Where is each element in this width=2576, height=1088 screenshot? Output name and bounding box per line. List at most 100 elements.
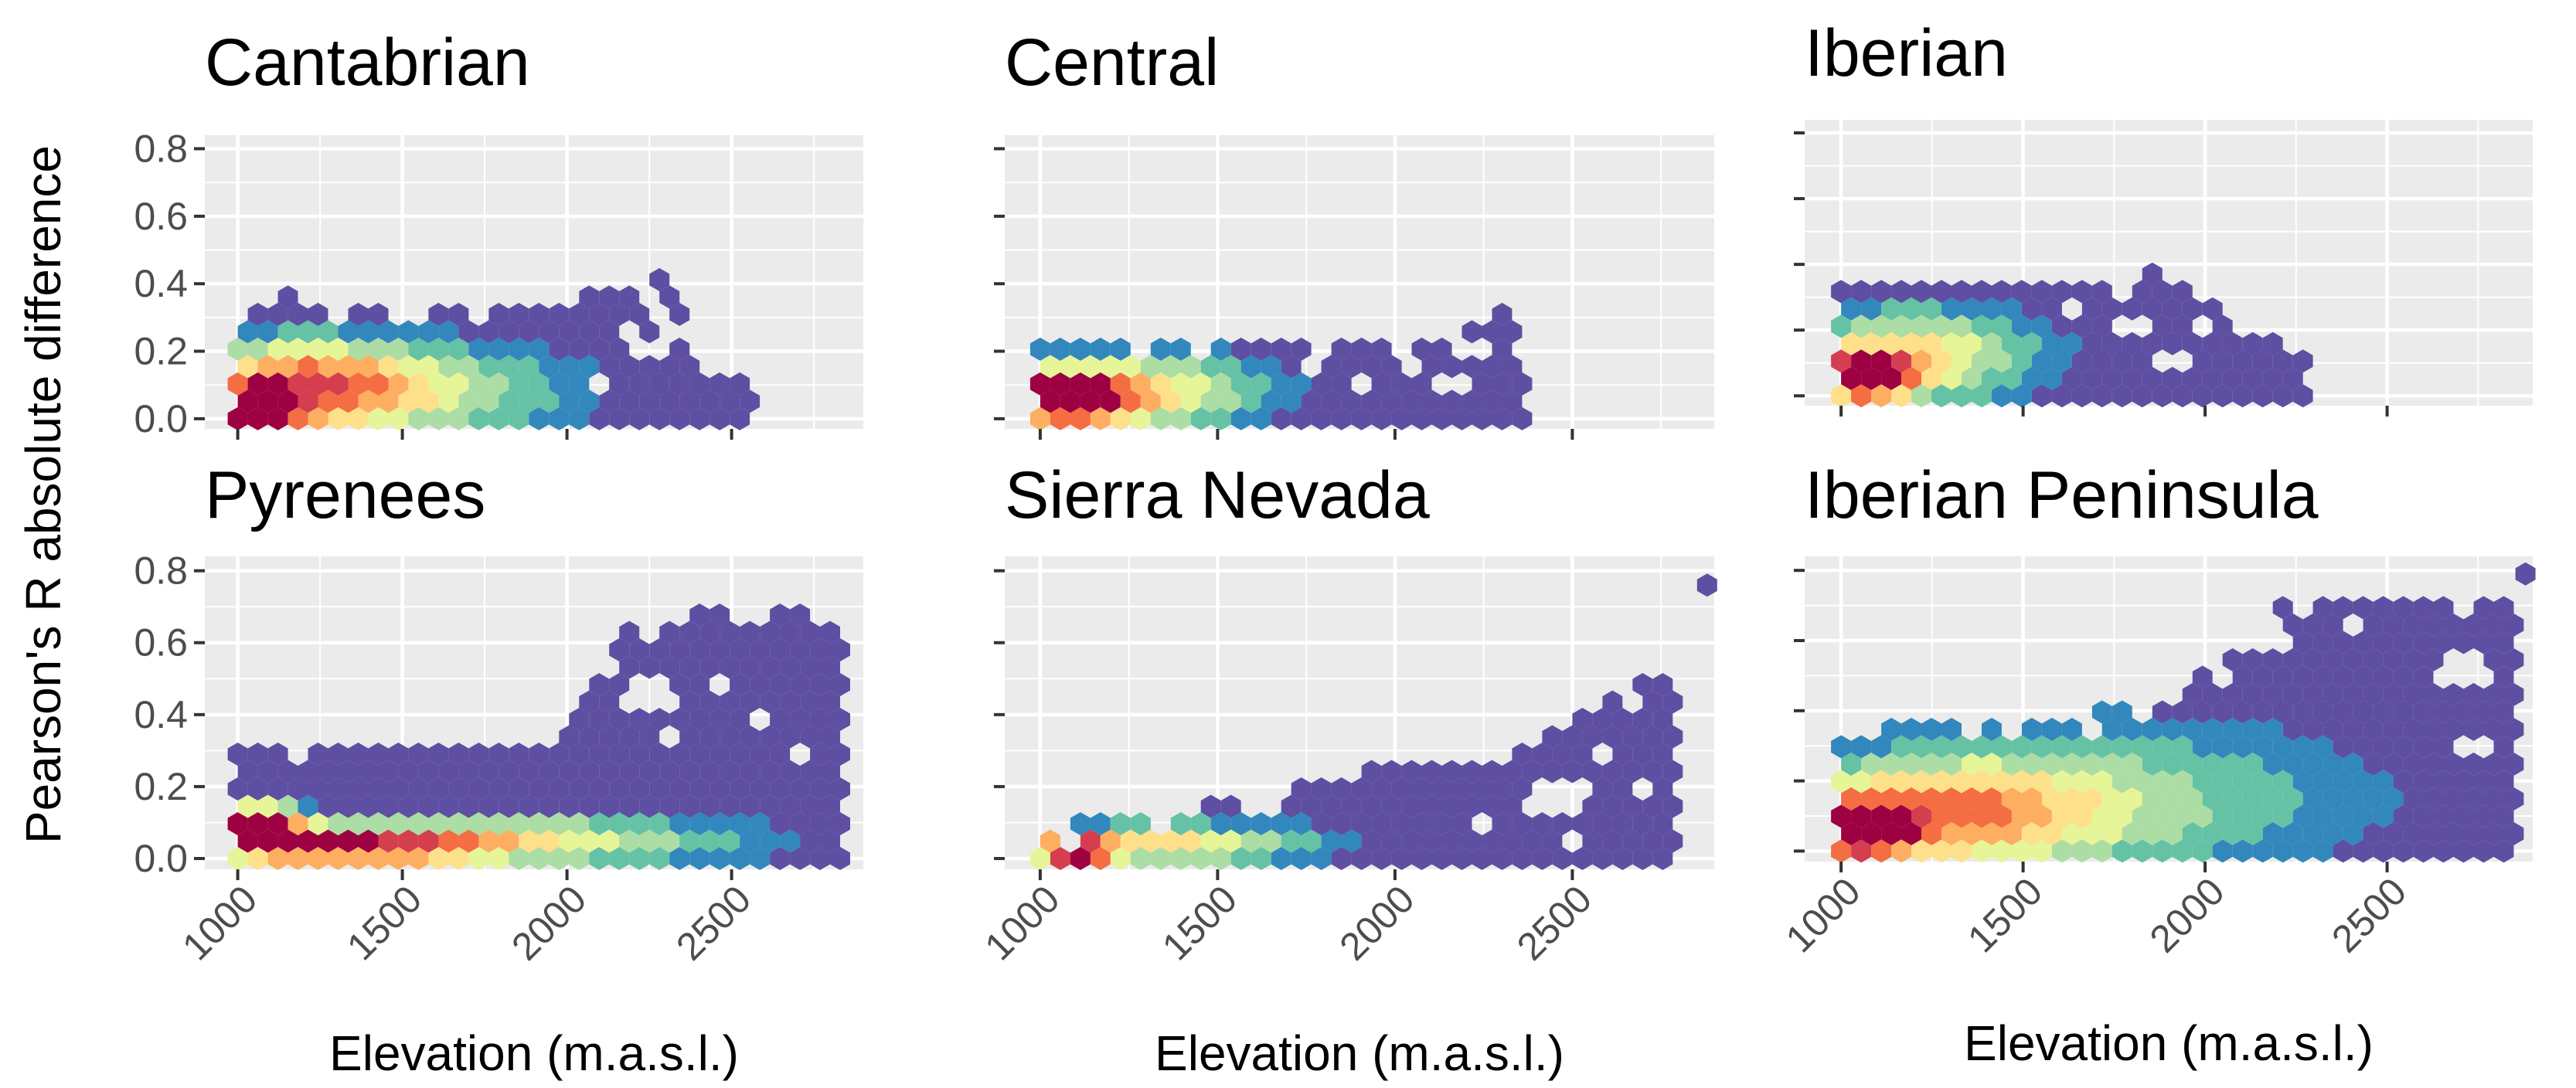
hex-cell — [2001, 821, 2022, 845]
hex-cell — [2182, 717, 2203, 741]
hex-cell — [2292, 384, 2313, 408]
hex-cell — [227, 743, 248, 766]
hex-cell — [2473, 770, 2494, 794]
hex-cell — [760, 829, 781, 853]
hex-cell — [328, 777, 349, 801]
hex-cell — [830, 743, 850, 766]
x-tick-label: 1000 — [174, 877, 265, 968]
hex-cell — [740, 655, 761, 679]
hex-cell — [810, 743, 830, 766]
hex-cell — [1070, 812, 1091, 835]
hex-cell — [1982, 752, 2002, 776]
hex-cell — [1462, 389, 1482, 413]
hex-cell — [1100, 389, 1121, 413]
hex-cell — [1871, 349, 1892, 373]
hex-cell — [1522, 829, 1543, 853]
hex-cell — [1120, 389, 1141, 413]
hex-cell — [2202, 787, 2223, 811]
hex-cell — [468, 847, 489, 870]
hex-cell — [499, 355, 519, 379]
hex-cell — [288, 847, 308, 870]
hex-cell — [1240, 389, 1261, 413]
hex-cell — [1431, 847, 1452, 870]
hex-cell — [1941, 752, 1962, 776]
hex-cell — [629, 777, 650, 801]
hex-cell — [2142, 821, 2163, 845]
hex-cell — [1921, 297, 1941, 321]
hex-cell — [2091, 770, 2112, 794]
hex-cell — [1851, 804, 1872, 828]
hex-cell — [1301, 794, 1322, 818]
hex-cell — [2503, 787, 2524, 811]
hex-cell — [1341, 829, 1362, 853]
hex-cell — [2051, 349, 2072, 373]
hex-cell — [1251, 812, 1271, 835]
hex-cell — [1090, 812, 1111, 835]
hex-cell — [458, 355, 479, 379]
hex-cell — [1612, 743, 1633, 766]
hex-cell — [1972, 314, 1992, 338]
hex-cell — [679, 389, 700, 413]
hex-cell — [2262, 648, 2283, 672]
hex-cell — [2142, 787, 2163, 811]
hex-cell — [1451, 847, 1472, 870]
hex-cell — [2373, 804, 2394, 828]
hex-cell — [1851, 839, 1872, 863]
hex-cell — [1070, 372, 1091, 396]
hex-cell — [2071, 770, 2092, 794]
hex-cell — [247, 743, 268, 766]
hex-cell — [1532, 812, 1553, 835]
hex-cell — [1652, 777, 1673, 801]
hex-cell — [328, 847, 349, 870]
hex-cell — [2041, 752, 2062, 776]
hex-cell — [2433, 839, 2454, 863]
hex-cell — [288, 337, 308, 361]
hex-cell — [1642, 760, 1663, 784]
hex-cell — [1602, 829, 1623, 853]
hex-cell — [659, 355, 680, 379]
hex-cell — [1492, 372, 1513, 396]
hex-cell — [2272, 735, 2293, 759]
hex-cell — [1592, 777, 1613, 801]
hex-cell — [1861, 332, 1882, 355]
hex-cell — [298, 794, 318, 818]
hex-cell — [2453, 839, 2474, 863]
hex-cell — [468, 812, 489, 835]
hex-cell — [1952, 839, 1972, 863]
hex-cell — [2443, 717, 2464, 741]
hex-cell — [689, 406, 710, 430]
hex-cell — [599, 285, 620, 309]
hex-cell — [1441, 760, 1462, 784]
hex-cell — [2393, 700, 2414, 724]
hex-cell — [2393, 596, 2414, 620]
hex-cell — [1271, 847, 1291, 870]
hex-cell — [2363, 648, 2384, 672]
hex-cell — [599, 690, 620, 714]
hex-cell — [509, 372, 529, 396]
hex-cell — [1281, 389, 1302, 413]
hex-cell — [629, 302, 650, 326]
hex-cell — [2272, 804, 2293, 828]
hex-cell — [488, 812, 509, 835]
hex-cell — [348, 743, 369, 766]
hex-cell — [1841, 752, 1862, 776]
hex-cell — [1291, 847, 1312, 870]
hex-cell — [539, 760, 560, 784]
hex-cell — [1321, 389, 1342, 413]
hex-cell — [1311, 372, 1332, 396]
hex-cell — [2081, 332, 2102, 355]
hex-cell — [659, 655, 680, 679]
hex-cell — [2423, 717, 2444, 741]
hex-cell — [2292, 631, 2313, 654]
hex-cell — [1070, 847, 1091, 870]
hex-cell — [348, 337, 369, 361]
hex-cell — [1871, 314, 1892, 338]
hex-cell — [1911, 804, 1931, 828]
hex-cell — [730, 777, 750, 801]
hex-cell — [2101, 787, 2122, 811]
hex-cell — [2021, 366, 2042, 390]
hex-cell — [1512, 372, 1533, 396]
hex-cell — [418, 320, 439, 344]
hex-cell — [378, 760, 399, 784]
hex-cell — [1652, 743, 1673, 766]
